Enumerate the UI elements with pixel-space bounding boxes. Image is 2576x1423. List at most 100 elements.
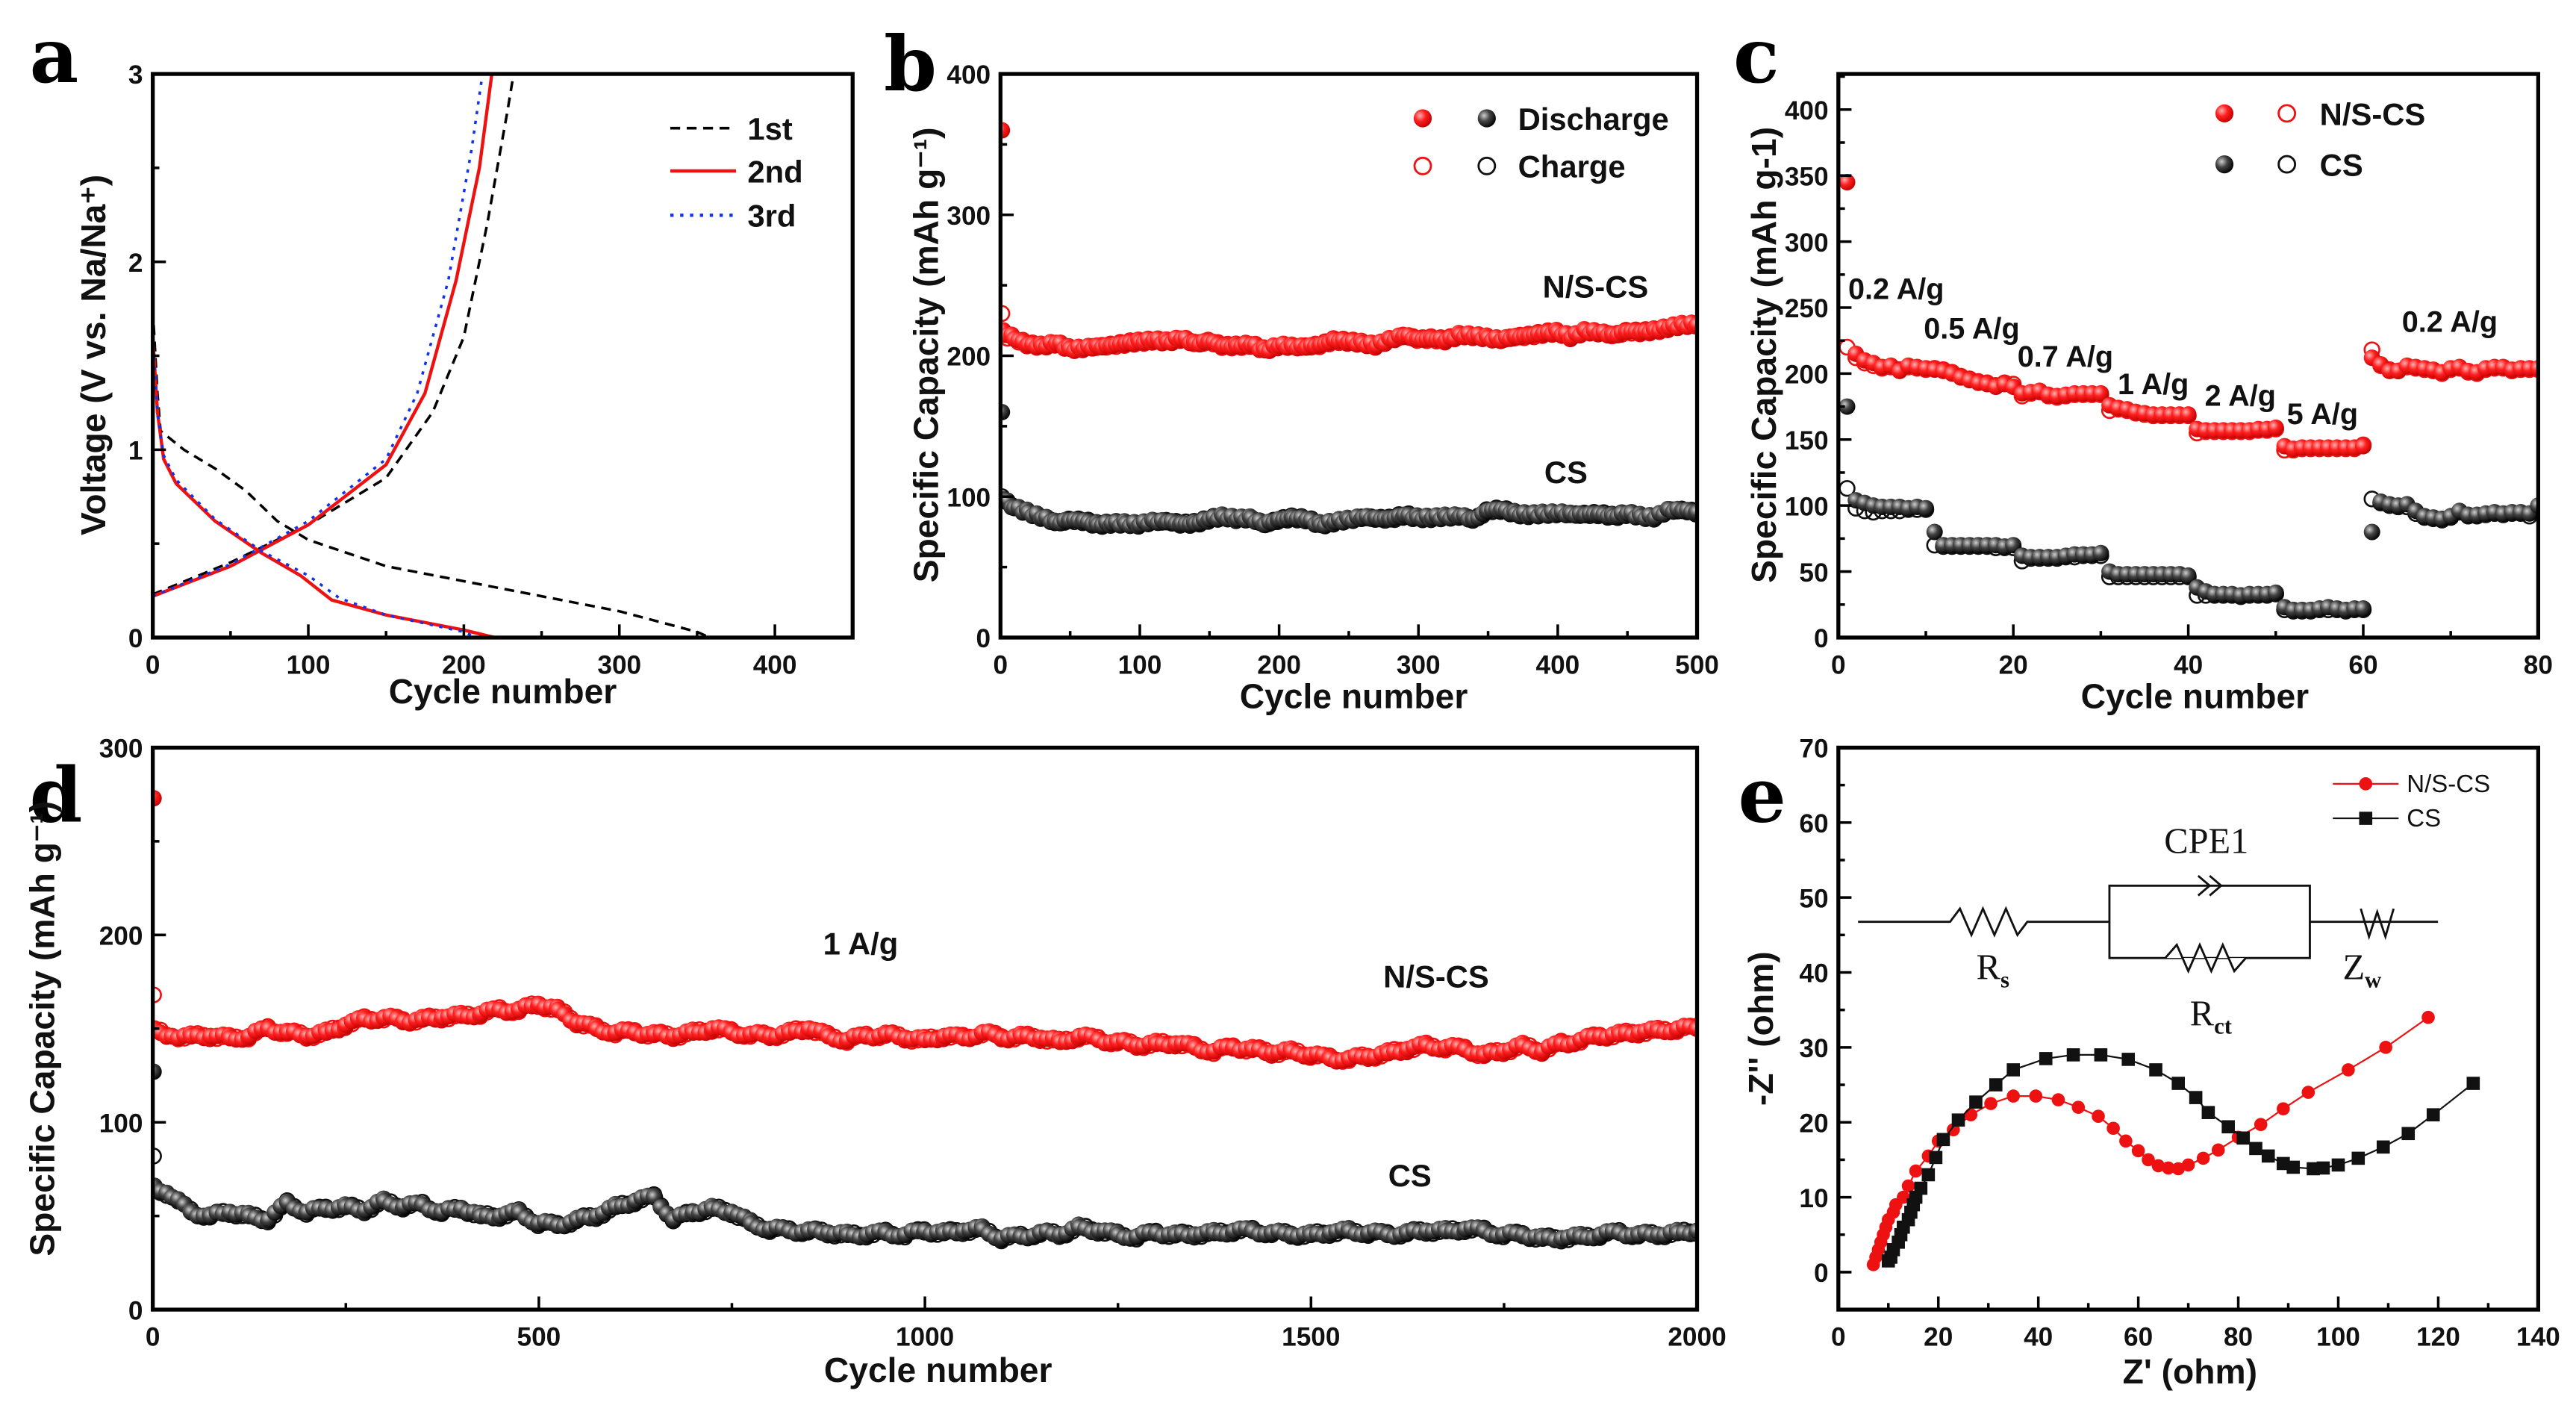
panel-e-legend: N/S-CS CS	[2333, 770, 2490, 832]
panel-a-ylabel: Voltage (V vs. Na/Na⁺)	[74, 175, 113, 535]
data-point	[152, 790, 162, 807]
series-n-s-cs-discharge	[1839, 174, 2539, 458]
panel-a-data	[152, 74, 711, 638]
panel-e-axes: 0 20 40 60 80 100 120 140 0 10 20 30 40 50 60 70	[1799, 735, 2560, 1352]
series-n-s-cs-charge	[1839, 338, 2539, 459]
x-tick-label: 40	[2174, 650, 2203, 679]
series-cs-discharge	[1000, 403, 1697, 535]
data-point	[2142, 1153, 2155, 1167]
legend-label-discharge: Discharge	[1518, 102, 1669, 137]
y-tick-label: 300	[1785, 228, 1829, 258]
y-tick-label: 40	[1799, 959, 1828, 988]
legend-label-charge: Charge	[1518, 149, 1626, 184]
data-point	[1688, 1020, 1697, 1037]
x-tick-label: 200	[442, 650, 486, 679]
data-point	[1984, 1097, 1998, 1110]
data-point	[2189, 1091, 2203, 1104]
data-point	[1839, 174, 1856, 191]
legend-marker-cs-discharge	[1477, 109, 1496, 128]
y-tick-label: 100	[946, 483, 991, 512]
panel-e-xlabel: Z' (ohm)	[2123, 1352, 2257, 1391]
series-line	[152, 337, 477, 638]
legend-marker-cs-discharge	[2215, 155, 2234, 174]
circuit-label-rct: Rct	[2190, 994, 2233, 1039]
x-tick-label: 300	[1397, 650, 1441, 679]
x-tick-label: 0	[146, 650, 160, 679]
legend-marker-cs-charge	[2277, 155, 2297, 174]
annotation-ns-cs: N/S-CS	[1383, 959, 1489, 994]
x-tick-label: 1000	[896, 1323, 954, 1352]
panel-b-legend: Discharge Charge	[1413, 102, 1669, 184]
data-point	[2267, 584, 2284, 601]
data-point	[2351, 1151, 2366, 1165]
data-point	[2071, 1100, 2086, 1114]
series-n-s-cs	[1866, 1010, 2435, 1271]
data-point	[2006, 1063, 2020, 1077]
equivalent-circuit	[1858, 875, 2439, 974]
data-point	[1969, 1095, 1983, 1109]
data-point	[2029, 1089, 2043, 1103]
legend-label-cs: CS	[2407, 804, 2441, 832]
panel-d-plot: 0 500 1000 1500 2000 0 100 200 300	[99, 735, 1727, 1352]
panel-e-data	[1866, 1010, 2480, 1271]
data-point	[2342, 1063, 2355, 1077]
annotation-rate: 0.5 A/g	[1924, 312, 2019, 345]
data-point	[2161, 1161, 2175, 1175]
y-tick-label: 1	[128, 437, 143, 466]
x-tick-label: 0	[1831, 650, 1846, 679]
x-tick-label: 140	[2516, 1323, 2560, 1352]
data-point	[1964, 1108, 1978, 1121]
legend-label-1st: 1st	[747, 111, 792, 146]
y-tick-label: 400	[946, 60, 991, 90]
panel-a-xlabel: Cycle number	[389, 672, 617, 711]
annotation-rate: 5 A/g	[2287, 398, 2358, 431]
data-point	[1936, 1133, 1950, 1147]
y-tick-label: 0	[1814, 1259, 1829, 1288]
circuit-label-sub: w	[2365, 968, 2382, 993]
data-point	[152, 1063, 162, 1080]
data-point	[2121, 1053, 2136, 1066]
data-point	[2201, 1106, 2215, 1119]
y-tick-label: 150	[1785, 426, 1829, 455]
y-tick-label: 70	[1799, 735, 1828, 764]
data-point	[2181, 1158, 2195, 1172]
legend-marker-ns-charge	[1413, 156, 1432, 175]
y-tick-label: 0	[976, 624, 991, 653]
annotation-rate: 0.2 A/g	[1848, 273, 1944, 306]
data-point	[1901, 1179, 1915, 1193]
series-3rd	[152, 74, 484, 638]
circuit-label-r: R	[1977, 948, 2001, 988]
x-tick-label: 500	[1675, 650, 1719, 679]
legend-label-2nd: 2nd	[747, 154, 802, 189]
data-point	[2331, 1158, 2345, 1172]
legend-marker-ns-discharge	[2215, 104, 2234, 122]
data-point	[2149, 1063, 2162, 1077]
circuit-wire-left	[1858, 906, 2109, 938]
data-point	[2421, 1010, 2435, 1024]
data-point	[2277, 1156, 2290, 1171]
panel-d-data	[152, 790, 1697, 1250]
legend-marker-ns-discharge	[1413, 109, 1432, 128]
data-point	[2151, 1159, 2165, 1173]
y-tick-label: 20	[1799, 1109, 1828, 1138]
data-point	[1929, 1150, 1943, 1165]
panel-d-axes: 0 500 1000 1500 2000 0 100 200 300	[99, 735, 1727, 1352]
panel-d: d 0 500 1000 1500 2000 0 100 200 300 Cycle numbe…	[23, 735, 1727, 1389]
legend-label-ns-cs: N/S-CS	[2320, 96, 2426, 131]
data-point	[2051, 1093, 2065, 1106]
series-2nd	[152, 74, 496, 638]
panel-c: c 0 20 40 60 80 0 50 100 150 200 250 300 350 400 Cycl…	[1733, 11, 2553, 716]
data-point	[2221, 1120, 2235, 1134]
x-tick-label: 60	[2124, 1323, 2153, 1352]
y-tick-label: 250	[1785, 294, 1829, 323]
data-point	[1000, 122, 1011, 139]
series-line	[152, 337, 496, 638]
data-point	[2286, 1160, 2301, 1174]
annotation-rate: 2 A/g	[2205, 380, 2276, 413]
panel-e-plot: 0 20 40 60 80 100 120 140 0 10 20 30 40 50 60 70	[1799, 735, 2560, 1352]
series-line	[1872, 1016, 2429, 1265]
x-tick-label: 100	[2316, 1323, 2360, 1352]
legend-marker-ns-cs	[2359, 777, 2373, 791]
y-tick-label: 0	[128, 624, 143, 653]
data-point	[1839, 398, 1856, 415]
